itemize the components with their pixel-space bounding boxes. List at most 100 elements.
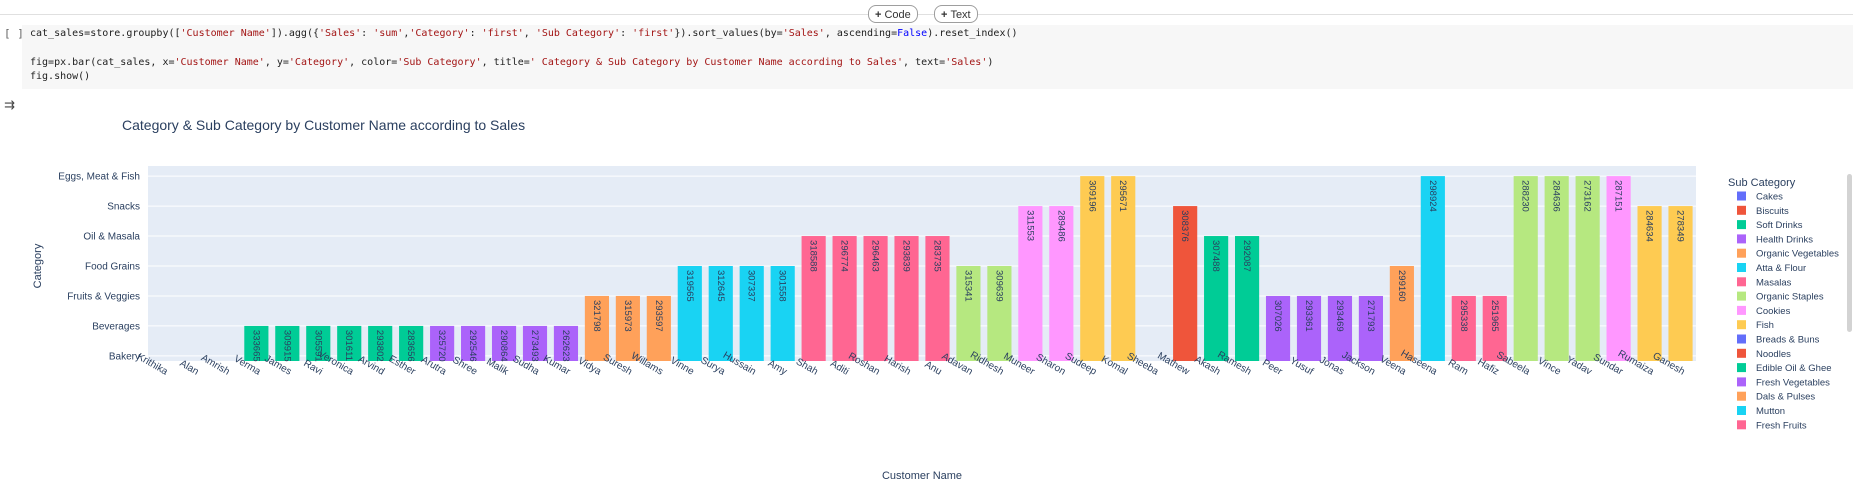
y-tick-label: Oil & Masala bbox=[83, 232, 140, 243]
legend-item[interactable]: Soft Drinks bbox=[1737, 220, 1803, 231]
bar-value-label: 309915 bbox=[281, 330, 292, 362]
legend-item[interactable]: Health Drinks bbox=[1737, 234, 1813, 245]
legend-label: Cookies bbox=[1756, 306, 1791, 317]
bar bbox=[956, 266, 981, 361]
bar-value-label: 293839 bbox=[901, 240, 912, 272]
bar bbox=[1049, 206, 1074, 361]
bar-value-label: 299160 bbox=[1396, 270, 1407, 302]
bar-value-label: 292087 bbox=[1241, 240, 1252, 272]
legend-swatch bbox=[1737, 320, 1746, 330]
bar bbox=[522, 325, 548, 361]
legend-item[interactable]: Fish bbox=[1737, 320, 1774, 331]
legend-swatch bbox=[1737, 291, 1746, 301]
bar bbox=[399, 325, 424, 361]
legend-label: Soft Drinks bbox=[1756, 220, 1803, 231]
legend-swatch bbox=[1737, 391, 1746, 401]
x-tick-label: Aditi bbox=[828, 358, 850, 377]
bar-value-label: 293469 bbox=[1334, 300, 1345, 332]
legend-item[interactable]: Organic Staples bbox=[1737, 291, 1824, 303]
bar bbox=[1544, 176, 1569, 361]
bar-value-label: 284636 bbox=[1551, 180, 1562, 212]
legend-label: Edible Oil & Ghee bbox=[1756, 363, 1832, 374]
bar bbox=[1668, 206, 1693, 361]
run-cell-button[interactable]: [ ] bbox=[4, 27, 24, 40]
add-code-label: Code bbox=[884, 9, 911, 21]
legend-item[interactable]: Dals & Pulses bbox=[1737, 391, 1815, 403]
legend-label: Cakes bbox=[1756, 192, 1783, 203]
plus-icon: + bbox=[941, 9, 948, 21]
bar bbox=[801, 236, 826, 361]
bar-value-label: 296463 bbox=[870, 240, 881, 272]
bar bbox=[677, 266, 702, 361]
plotly-chart: Bakery Beverages Fruits & Veggies Food Grai… bbox=[32, 117, 1852, 482]
bar-value-label: 308376 bbox=[1179, 210, 1190, 242]
x-tick-label: Amy bbox=[766, 358, 789, 378]
legend-swatch bbox=[1737, 191, 1746, 201]
bar-value-label: 318588 bbox=[808, 240, 819, 272]
bar-value-label: 301558 bbox=[777, 270, 788, 302]
bar bbox=[244, 325, 269, 361]
code-editor[interactable]: cat_sales=store.groupby(['Customer Name'… bbox=[22, 25, 1853, 89]
bar bbox=[1265, 295, 1291, 361]
bar-value-label: 305591 bbox=[312, 330, 323, 362]
legend-item[interactable]: Masalas bbox=[1737, 277, 1792, 288]
bar bbox=[832, 236, 857, 361]
bar-value-label: 295338 bbox=[1458, 300, 1469, 332]
add-code-button[interactable]: + Code bbox=[868, 5, 918, 23]
legend-swatch bbox=[1737, 220, 1746, 230]
legend-swatch bbox=[1737, 334, 1746, 344]
legend-item[interactable]: Biscuits bbox=[1737, 205, 1789, 217]
bar-value-label: 287151 bbox=[1613, 180, 1624, 212]
legend-label: Masalas bbox=[1756, 277, 1792, 288]
bar-value-label: 296774 bbox=[839, 240, 850, 272]
legend-item[interactable]: Noodles bbox=[1737, 348, 1791, 360]
legend-label: Noodles bbox=[1756, 349, 1791, 360]
bar bbox=[1358, 295, 1383, 361]
y-axis-title: Category bbox=[32, 243, 44, 288]
bar-value-label: 309639 bbox=[993, 270, 1004, 302]
bar bbox=[1327, 295, 1353, 361]
bar-value-label: 283656 bbox=[405, 330, 416, 362]
bar bbox=[368, 325, 393, 361]
legend-swatch bbox=[1737, 406, 1746, 415]
bar-value-label: 292546 bbox=[467, 330, 478, 362]
legend-item[interactable]: Fresh Fruits bbox=[1737, 420, 1807, 431]
bar-value-label: 319565 bbox=[684, 270, 695, 302]
bar bbox=[306, 325, 331, 361]
bar bbox=[1080, 176, 1105, 361]
legend-item[interactable]: Atta & Flour bbox=[1737, 263, 1806, 274]
legend-label: Dals & Pulses bbox=[1756, 392, 1815, 403]
legend-title: Sub Category bbox=[1728, 177, 1796, 189]
add-text-button[interactable]: + Text bbox=[934, 5, 978, 23]
bar-value-label: 284634 bbox=[1644, 210, 1655, 242]
y-tick-label: Beverages bbox=[92, 321, 140, 332]
bar bbox=[337, 325, 362, 361]
output-toggle-icon[interactable]: ⇉ bbox=[4, 98, 15, 113]
bar-value-label: 278349 bbox=[1675, 210, 1686, 242]
legend-scrollbar[interactable] bbox=[1847, 174, 1852, 332]
legend-item[interactable]: Fresh Vegetables bbox=[1737, 377, 1830, 388]
chart-title: Category & Sub Category by Customer Name… bbox=[122, 117, 525, 133]
bar bbox=[1513, 176, 1538, 361]
legend-item[interactable]: Cookies bbox=[1737, 305, 1791, 317]
legend-item[interactable]: Breads & Buns bbox=[1737, 334, 1820, 346]
bar bbox=[1637, 206, 1662, 361]
legend-item[interactable]: Cakes bbox=[1737, 191, 1783, 203]
bar bbox=[1296, 295, 1322, 361]
legend-item[interactable]: Edible Oil & Ghee bbox=[1737, 363, 1832, 374]
bar bbox=[894, 236, 919, 361]
bar-value-label: 307026 bbox=[1272, 300, 1283, 332]
legend-swatch bbox=[1737, 363, 1746, 373]
legend-item[interactable]: Mutton bbox=[1737, 406, 1785, 417]
legend-label: Organic Staples bbox=[1756, 292, 1824, 303]
bar-value-label: 273493 bbox=[529, 330, 540, 362]
bar-value-label: 307337 bbox=[746, 270, 757, 302]
bar bbox=[646, 295, 671, 361]
code-line bbox=[30, 41, 1853, 55]
x-axis-title: Customer Name bbox=[882, 470, 962, 482]
bar bbox=[584, 295, 609, 361]
legend-label: Fresh Vegetables bbox=[1756, 377, 1830, 388]
legend-item[interactable]: Organic Vegetables bbox=[1737, 248, 1839, 260]
legend-swatch bbox=[1737, 234, 1746, 244]
legend-swatch bbox=[1737, 377, 1746, 387]
